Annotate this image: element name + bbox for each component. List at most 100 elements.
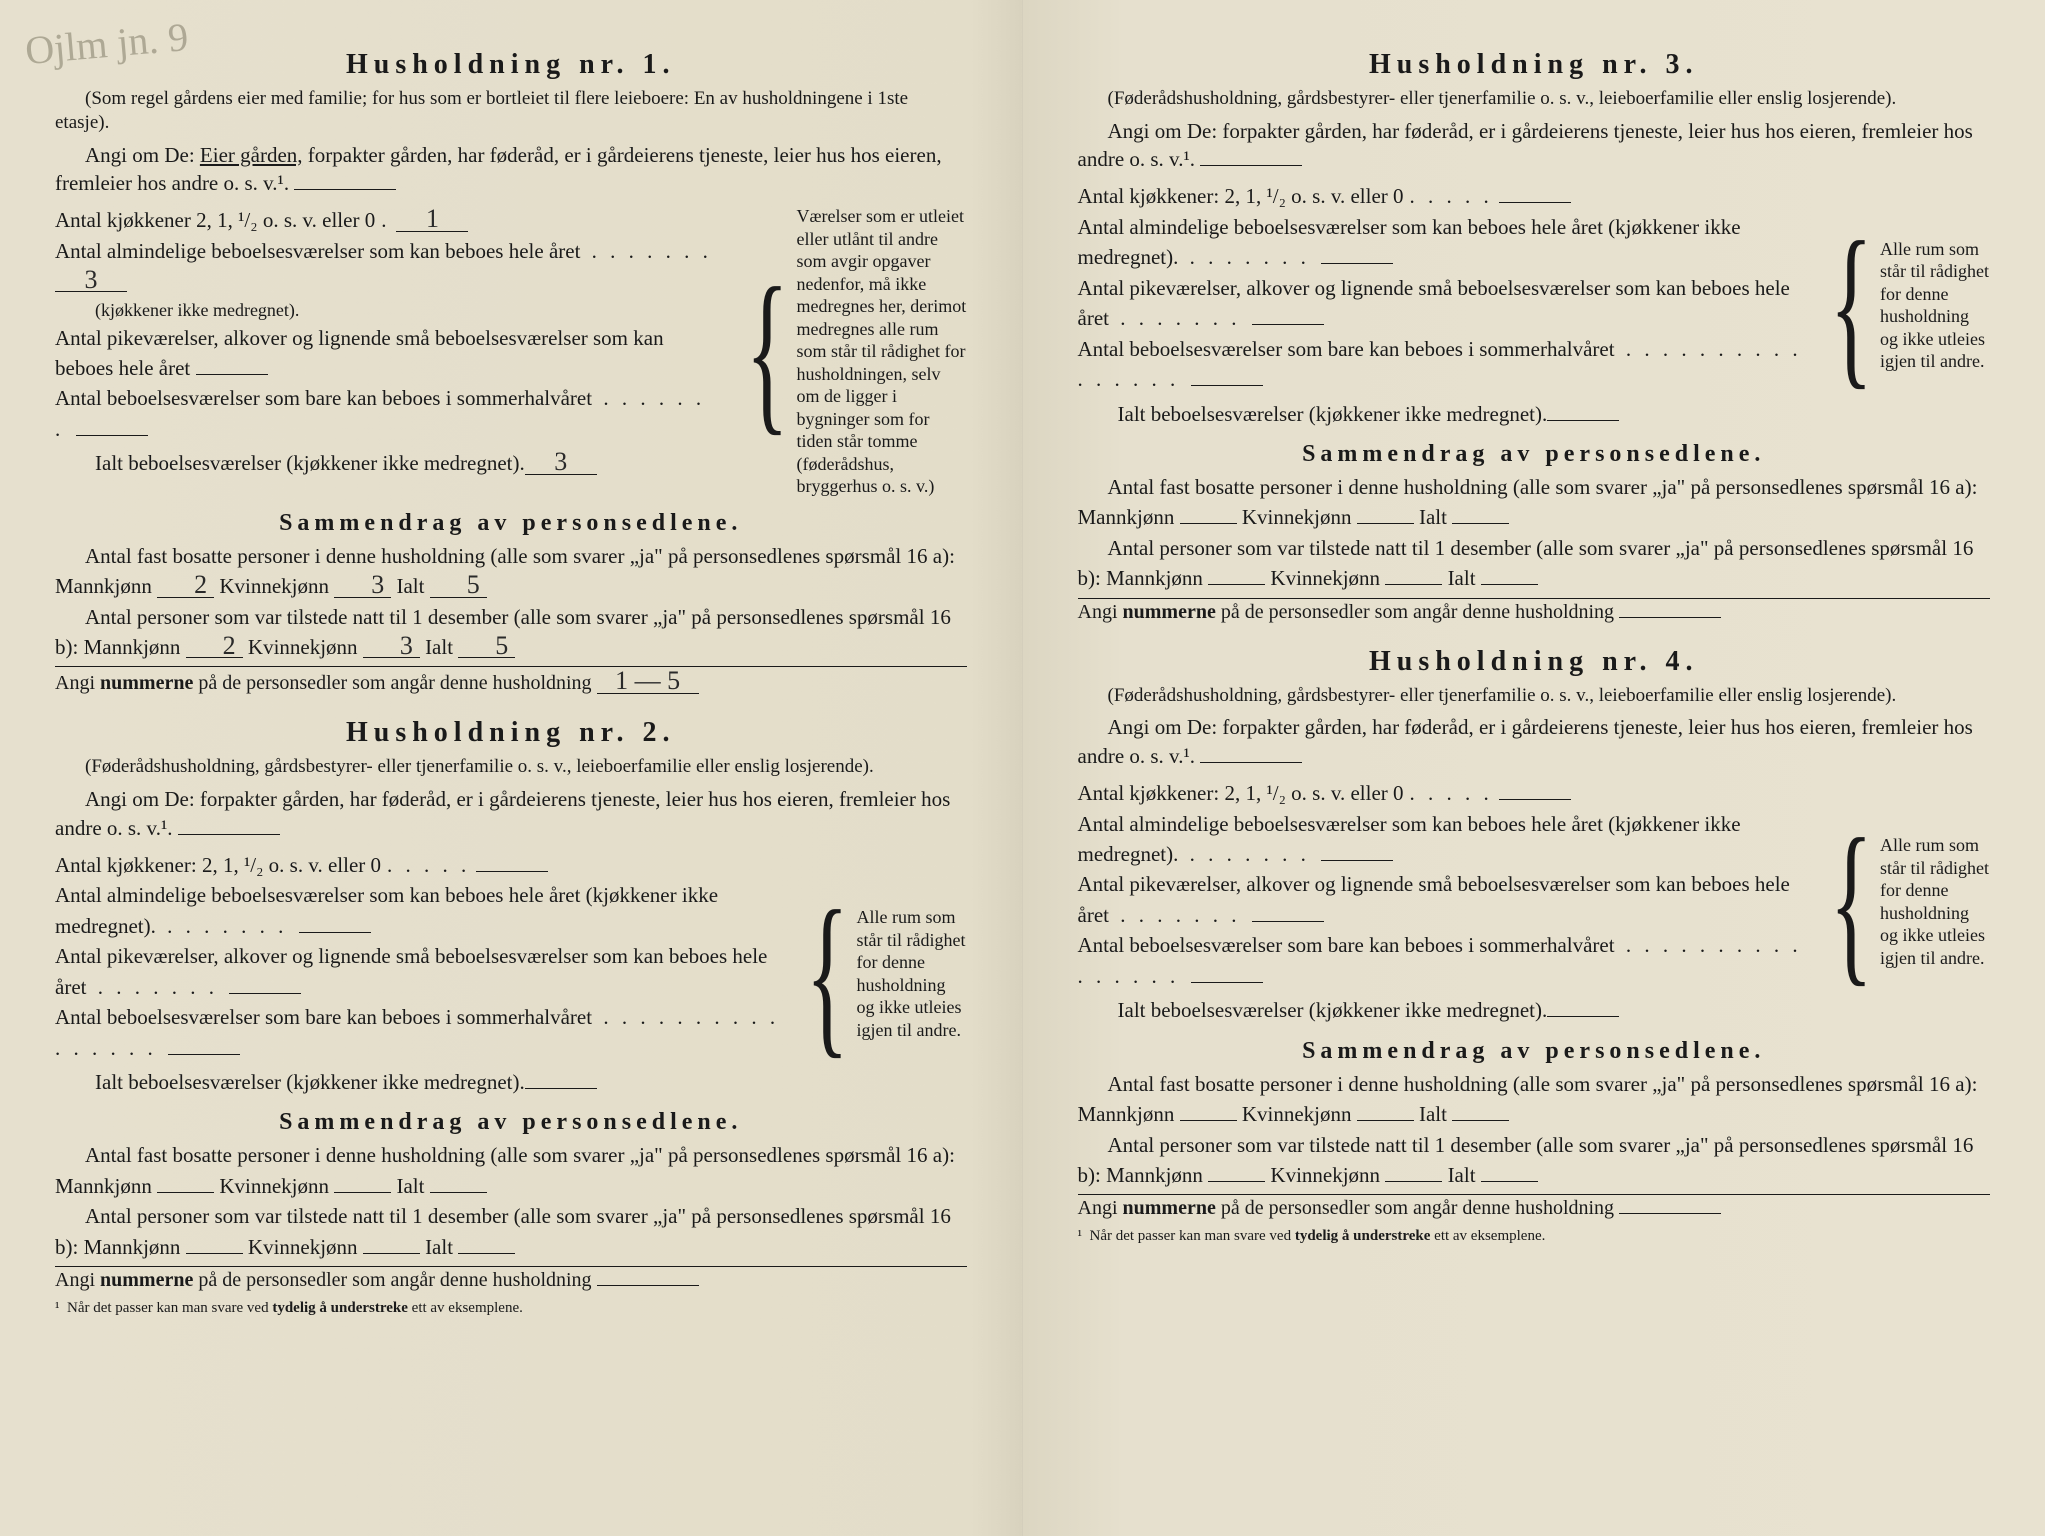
h3-brace-text: Alle rum som står til rådighet for denne… — [1880, 238, 1990, 373]
h2-angi-text: Angi om De: forpakter gården, har føderå… — [55, 787, 950, 839]
h1-nummer-label: Angi — [55, 672, 95, 694]
h1-brace: { Værelser som er utleiet eller utlånt t… — [734, 205, 966, 498]
h3-fast-m — [1180, 523, 1237, 524]
h2-til-m — [186, 1253, 243, 1254]
h3-title: Husholdning nr. 3. — [1078, 49, 1991, 81]
h3-summer-val — [1191, 385, 1263, 386]
h1-pike-label: Antal pikeværelser, alkover og lignende … — [55, 326, 664, 380]
h1-rooms-label: Antal almindelige beboelsesværelser som … — [55, 239, 580, 263]
h2-brace-text: Alle rum som står til rådighet for denne… — [857, 906, 967, 1041]
h2-title: Husholdning nr. 2. — [55, 717, 967, 749]
h3-tilstede: Antal personer som var tilstede natt til… — [1078, 533, 1991, 594]
h4-angi: Angi om De: forpakter gården, har føderå… — [1078, 713, 1991, 770]
ialt-label: Ialt — [396, 574, 424, 598]
h4-total-row: Ialt beboelsesværelser (kjøkkener ikke m… — [1078, 995, 1808, 1025]
h4-kitchens-val — [1499, 799, 1571, 800]
h1-form: Antal kjøkkener 2, 1, ¹/₂ o. s. v. eller… — [55, 205, 967, 498]
h4-summer-row: Antal beboelsesværelser som bare kan beb… — [1078, 930, 1808, 991]
h1-form-left: Antal kjøkkener 2, 1, ¹/₂ o. s. v. eller… — [55, 205, 734, 498]
h4-fast-t — [1452, 1120, 1509, 1121]
h1-fast-m: 2 — [157, 573, 214, 597]
dots: . . . . . . . — [1184, 245, 1316, 269]
h1-rooms-sub: (kjøkkener ikke medregnet). — [55, 297, 724, 323]
h3-rooms-label: Antal almindelige beboelsesværelser som … — [1078, 215, 1741, 269]
h4-fast-text: Antal fast bosatte personer i denne hush… — [1078, 1072, 1978, 1126]
h4-til-k — [1385, 1181, 1442, 1182]
h1-title: Husholdning nr. 1. — [55, 49, 967, 81]
section-h4: Husholdning nr. 4. (Føderådshusholdning,… — [1078, 646, 1991, 1246]
h3-nummer: Angi nummerne på de personsedler som ang… — [1078, 598, 1991, 624]
h4-total-val — [1547, 1016, 1619, 1017]
h1-summer-label: Antal beboelsesværelser som bare kan beb… — [55, 386, 592, 410]
h4-form-left: Antal kjøkkener: 2, 1, ¹/₂ o. s. v. elle… — [1078, 778, 1818, 1026]
h3-til-t — [1481, 584, 1538, 585]
ialt-label: Ialt — [396, 1174, 424, 1198]
h3-fast-text: Antal fast bosatte personer i denne hush… — [1078, 475, 1978, 529]
h1-til-k: 3 — [363, 634, 420, 658]
h1-total-row: Ialt beboelsesværelser (kjøkkener ikke m… — [55, 448, 724, 478]
dots: . . . . . — [381, 850, 476, 880]
h3-form-left: Antal kjøkkener: 2, 1, ¹/₂ o. s. v. elle… — [1078, 181, 1818, 429]
dots: . . . . . — [1404, 181, 1499, 211]
h2-summer-row: Antal beboelsesværelser som bare kan beb… — [55, 1002, 784, 1063]
h2-total-val — [525, 1088, 597, 1089]
h1-summer-val — [76, 435, 148, 436]
section-h1: Husholdning nr. 1. (Som regel gårdens ei… — [55, 49, 967, 695]
h1-til-t: 5 — [458, 634, 515, 658]
h4-rooms-label: Antal almindelige beboelsesværelser som … — [1078, 812, 1741, 866]
h4-total-label: Ialt beboelsesværelser (kjøkkener ikke m… — [1118, 995, 1548, 1025]
dots: . . . . . . . — [586, 239, 718, 263]
h4-rooms-row: Antal almindelige beboelsesværelser som … — [1078, 809, 1808, 870]
h2-nummer-val — [597, 1285, 699, 1286]
h2-kitchens-row: Antal kjøkkener: 2, 1, ¹/₂ o. s. v. elle… — [55, 850, 784, 880]
kvinne-label: Kvinnekjønn — [1270, 566, 1380, 590]
h2-nummer: Angi nummerne på de personsedler som ang… — [55, 1266, 967, 1292]
h3-subtitle: (Føderådshusholdning, gårdsbestyrer- ell… — [1078, 87, 1991, 111]
dots: . . . . . — [1404, 778, 1499, 808]
h3-kitchens-val — [1499, 202, 1571, 203]
h2-nummer-text: Angi nummerne på de personsedler som ang… — [55, 1269, 592, 1291]
h1-tilstede: Antal personer som var tilstede natt til… — [55, 602, 967, 663]
h1-kitchens-val: 1 — [396, 207, 468, 231]
h1-fast: Antal fast bosatte personer i denne hush… — [55, 541, 967, 602]
kvinne-label: Kvinnekjønn — [1242, 505, 1352, 529]
h1-pike-row: Antal pikeværelser, alkover og lignende … — [55, 323, 724, 384]
h3-rooms-val — [1321, 263, 1393, 264]
h2-til-t — [458, 1253, 515, 1254]
h4-tilstede: Antal personer som var tilstede natt til… — [1078, 1130, 1991, 1191]
h1-subtitle: (Som regel gårdens eier med familie; for… — [55, 87, 967, 135]
kvinne-label: Kvinnekjønn — [1270, 1163, 1380, 1187]
h2-footnote: ¹ Når det passer kan man svare ved tydel… — [55, 1300, 967, 1317]
h3-nummer-val — [1619, 617, 1721, 618]
h2-kitchens-val — [476, 871, 548, 872]
h3-rooms-row: Antal almindelige beboelsesværelser som … — [1078, 212, 1808, 273]
h4-pike-row: Antal pikeværelser, alkover og lignende … — [1078, 869, 1808, 930]
dots: . . . . . . . — [161, 914, 293, 938]
h3-form: Antal kjøkkener: 2, 1, ¹/₂ o. s. v. elle… — [1078, 181, 1991, 429]
dots: . . . . . . . — [92, 975, 224, 999]
h3-total-row: Ialt beboelsesværelser (kjøkkener ikke m… — [1078, 399, 1808, 429]
h4-pike-val — [1252, 921, 1324, 922]
kvinne-label: Kvinnekjønn — [1242, 1102, 1352, 1126]
h4-nummer: Angi nummerne på de personsedler som ang… — [1078, 1194, 1991, 1220]
h3-angi-blank — [1200, 165, 1302, 166]
h1-angi: Angi om De: Eier gården, forpakter gårde… — [55, 141, 967, 198]
h3-total-label: Ialt beboelsesværelser (kjøkkener ikke m… — [1118, 399, 1548, 429]
h3-sammen-title: Sammendrag av personsedlene. — [1078, 441, 1991, 468]
h1-kitchens-row: Antal kjøkkener 2, 1, ¹/₂ o. s. v. eller… — [55, 205, 724, 235]
h2-fast: Antal fast bosatte personer i denne hush… — [55, 1140, 967, 1201]
h1-rooms-row: Antal almindelige beboelsesværelser som … — [55, 236, 724, 323]
h1-angi-prefix: Angi om De: — [85, 143, 195, 167]
h4-til-m — [1208, 1181, 1265, 1182]
h2-kitchens-label: Antal kjøkkener: 2, 1, ¹/₂ o. s. v. elle… — [55, 850, 381, 880]
h2-tilstede: Antal personer som var tilstede natt til… — [55, 1201, 967, 1262]
h2-subtitle: (Føderådshusholdning, gårdsbestyrer- ell… — [55, 755, 967, 779]
kvinne-label: Kvinnekjønn — [248, 635, 358, 659]
ialt-label: Ialt — [1419, 505, 1447, 529]
h3-kitchens-label: Antal kjøkkener: 2, 1, ¹/₂ o. s. v. elle… — [1078, 181, 1404, 211]
h1-kitchens-label: Antal kjøkkener 2, 1, ¹/₂ o. s. v. eller… — [55, 205, 375, 235]
h2-total-label: Ialt beboelsesværelser (kjøkkener ikke m… — [95, 1067, 525, 1097]
h4-footnote: ¹ Når det passer kan man svare ved tydel… — [1078, 1228, 1991, 1245]
h3-angi-text: Angi om De: forpakter gården, har føderå… — [1078, 119, 1973, 171]
h2-pike-val — [229, 993, 301, 994]
